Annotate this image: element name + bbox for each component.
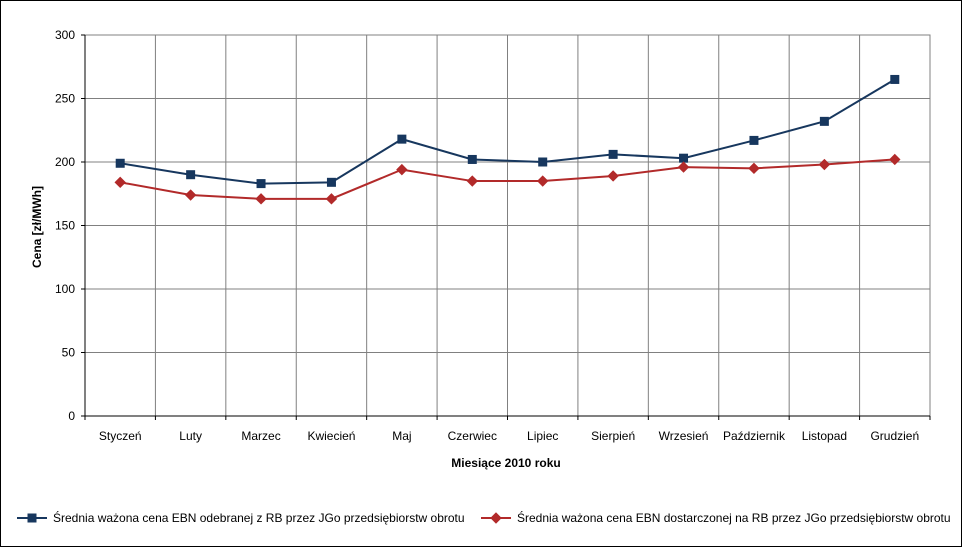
x-tick-label: Wrzesień: [659, 429, 709, 443]
data-point: [466, 175, 478, 187]
series-line: [120, 158, 895, 200]
data-point: [819, 116, 829, 126]
data-point: [186, 170, 196, 180]
data-point: [607, 170, 619, 182]
legend-item-2: Średnia ważona cena EBN dostarczonej na …: [481, 510, 951, 525]
x-tick-label: Październik: [723, 429, 786, 443]
data-point: [889, 153, 901, 166]
legend-label: Średnia ważona cena EBN odebranej z RB p…: [53, 510, 465, 525]
x-axis-ticks: Styczeń Luty Marzec Kwiecień Maj Czerwiec Lipi…: [84, 416, 931, 443]
x-tick-label: Luty: [179, 429, 202, 443]
x-tick-label: Kwiecień: [307, 429, 355, 443]
series-line: [120, 78, 896, 185]
x-tick-label: Grudzień: [870, 429, 919, 443]
data-point: [184, 189, 197, 201]
data-point: [537, 175, 549, 187]
legend-marker: [27, 513, 37, 523]
data-point: [538, 157, 548, 167]
y-tick-label: 50: [62, 346, 76, 360]
x-tick-label: Sierpień: [591, 429, 635, 443]
data-point: [114, 176, 126, 189]
legend-marker: [490, 512, 502, 524]
x-tick-label: Marzec: [241, 429, 280, 443]
x-tick-label: Styczeń: [99, 429, 142, 443]
series-2: [114, 153, 901, 205]
data-point: [818, 158, 831, 171]
y-tick-label: 200: [55, 155, 75, 169]
x-tick-label: Maj: [392, 429, 411, 443]
data-point: [326, 177, 336, 187]
x-tick-label: Czerwiec: [448, 429, 497, 443]
data-point: [256, 179, 266, 189]
series-1: [115, 74, 900, 189]
data-point: [890, 74, 900, 84]
data-point: [749, 135, 759, 145]
x-tick-label: Listopad: [802, 429, 847, 443]
x-tick-label: Lipiec: [527, 429, 558, 443]
data-point: [325, 193, 338, 205]
data-point: [255, 193, 267, 205]
legend-item-1: Średnia ważona cena EBN odebranej z RB p…: [17, 510, 465, 525]
grid: [84, 34, 931, 417]
data-point: [115, 158, 125, 168]
x-axis-title: Miesiące 2010 roku: [451, 456, 560, 470]
y-tick-label: 0: [68, 409, 75, 423]
data-point: [679, 153, 689, 163]
data-point: [467, 154, 477, 164]
data-point: [396, 163, 408, 176]
y-tick-label: 250: [55, 92, 75, 106]
legend-label: Średnia ważona cena EBN dostarczonej na …: [517, 510, 951, 525]
data-point: [677, 161, 690, 173]
data-point: [748, 162, 760, 175]
legend: Średnia ważona cena EBN odebranej z RB p…: [17, 510, 951, 525]
data-point: [397, 134, 407, 144]
y-tick-label: 150: [55, 219, 75, 233]
y-tick-label: 100: [55, 282, 75, 296]
series-group: [114, 74, 901, 205]
y-axis-title: Cena [zł/MWh]: [30, 186, 44, 268]
y-axis-ticks: 0 50 100 150 200 250 300: [55, 28, 85, 423]
y-tick-label: 300: [55, 28, 75, 42]
data-point: [608, 149, 618, 159]
